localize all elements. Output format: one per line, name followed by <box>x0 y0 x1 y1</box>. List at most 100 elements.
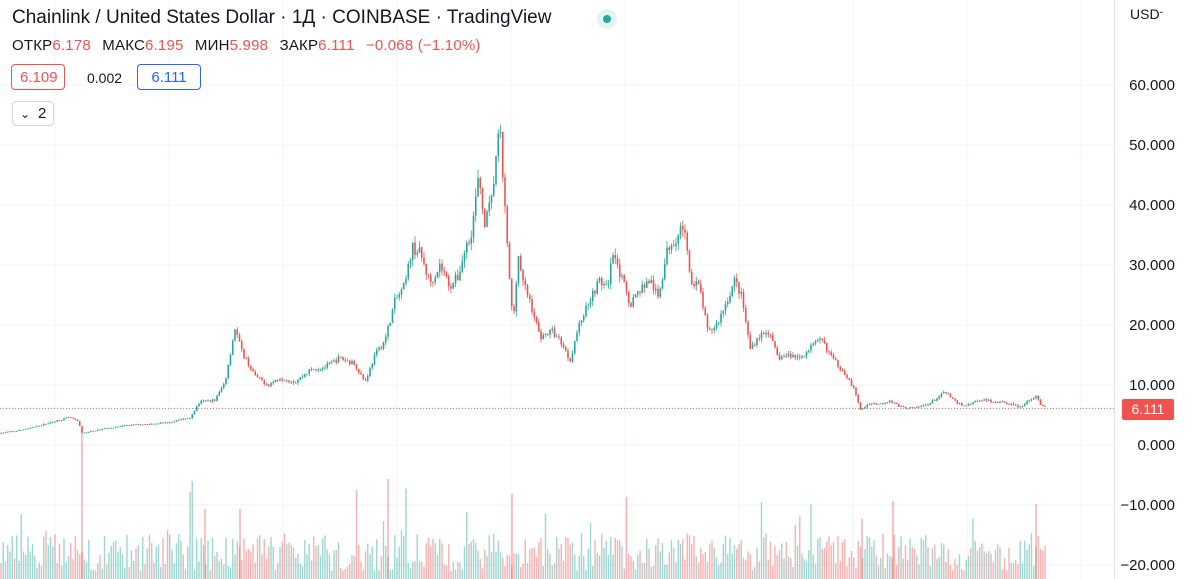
volume-bar <box>29 551 31 579</box>
volume-bar <box>754 566 756 579</box>
candle-body <box>603 284 605 286</box>
candle-body <box>708 328 711 330</box>
candle-body <box>846 374 848 379</box>
volume-bar <box>619 540 621 579</box>
candle-body <box>1003 401 1006 403</box>
volume-bar <box>1028 544 1030 579</box>
candle-body <box>810 344 812 351</box>
close-value: 6.111 <box>318 37 355 54</box>
volume-bar <box>740 539 742 579</box>
currency-selector[interactable]: USDˇ <box>1130 6 1163 22</box>
volume-bar <box>169 534 171 579</box>
candle-body <box>85 432 88 434</box>
volume-bar <box>529 549 531 579</box>
volume-bar <box>911 547 913 579</box>
candle-body <box>78 421 81 427</box>
candle-body <box>931 400 934 404</box>
volume-bar <box>625 497 628 579</box>
volume-bar <box>603 547 605 579</box>
candle-body <box>162 422 164 424</box>
volume-bar <box>718 565 720 579</box>
candle-body <box>636 291 639 295</box>
candle-body <box>879 403 882 405</box>
candle-body <box>607 283 610 285</box>
volume-bar <box>117 552 119 579</box>
candle-body <box>398 294 401 298</box>
candle-body <box>996 401 999 404</box>
candle-body <box>895 403 898 405</box>
volume-bar <box>38 562 40 579</box>
candle-body <box>310 368 313 370</box>
volume-bar <box>128 567 130 579</box>
candle-body <box>967 403 970 406</box>
volume-bar <box>682 538 684 579</box>
volume-bar <box>31 544 34 579</box>
volume-bar <box>380 556 382 579</box>
candle-body <box>801 356 803 358</box>
candle-body <box>324 367 326 369</box>
candle-body <box>58 420 61 422</box>
candle-body <box>297 379 299 383</box>
volume-bar <box>594 539 596 579</box>
y-tick-label: −10.000 <box>1120 497 1175 514</box>
buy-button[interactable]: 6.111 <box>137 64 201 90</box>
volume-bar <box>801 553 803 579</box>
volume-bar <box>427 537 430 579</box>
volume-bar <box>418 560 421 579</box>
volume-bar <box>983 551 985 579</box>
candle-body <box>875 403 878 405</box>
candle-body <box>495 155 497 185</box>
candle-body <box>686 232 689 251</box>
volume-bar <box>382 520 385 579</box>
volume-bar <box>178 534 180 579</box>
volume-bar <box>502 557 504 579</box>
sell-button[interactable]: 6.109 <box>11 64 65 90</box>
candle-body <box>1030 399 1033 401</box>
volume-bar <box>589 523 592 579</box>
volume-bar <box>673 547 675 579</box>
volume-bar <box>481 568 484 579</box>
volume-bar <box>403 536 405 579</box>
candle-body <box>663 263 666 280</box>
candle-body <box>4 432 7 433</box>
candle-body <box>139 424 142 426</box>
candle-body <box>101 428 104 430</box>
volume-bar <box>315 546 317 579</box>
volume-bar <box>362 569 364 579</box>
candle-body <box>342 357 344 360</box>
candle-body <box>866 404 869 408</box>
candle-body <box>272 381 275 384</box>
volume-bar <box>396 557 398 579</box>
candle-body <box>920 405 923 407</box>
market-open-status-icon[interactable] <box>597 9 617 29</box>
volume-bar <box>601 533 603 579</box>
volume-bar <box>580 533 583 579</box>
candle-body <box>609 263 612 284</box>
candle-body <box>544 334 547 335</box>
candle-body <box>67 417 70 418</box>
volume-bar <box>936 559 938 579</box>
candle-body <box>393 297 396 310</box>
candle-body <box>598 277 601 282</box>
volume-bar <box>225 537 227 579</box>
volume-bar <box>972 518 974 579</box>
candle-body <box>807 350 810 352</box>
candle-body <box>497 133 500 156</box>
volume-bar <box>265 558 268 579</box>
candle-body <box>337 356 340 363</box>
candle-body <box>747 321 749 335</box>
volume-bar <box>704 551 706 579</box>
volume-bar <box>792 566 794 579</box>
candle-body <box>472 215 475 238</box>
indicators-toggle-button[interactable]: ⌄ 2 <box>12 101 54 126</box>
volume-bar <box>310 560 313 579</box>
candle-body <box>1005 402 1008 404</box>
volume-bar <box>448 544 450 579</box>
candle-body <box>735 278 738 283</box>
volume-bar <box>360 561 362 579</box>
candle-body <box>551 328 554 330</box>
volume-bar <box>902 558 904 579</box>
volume-bar <box>452 562 454 579</box>
candle-body <box>857 395 860 403</box>
